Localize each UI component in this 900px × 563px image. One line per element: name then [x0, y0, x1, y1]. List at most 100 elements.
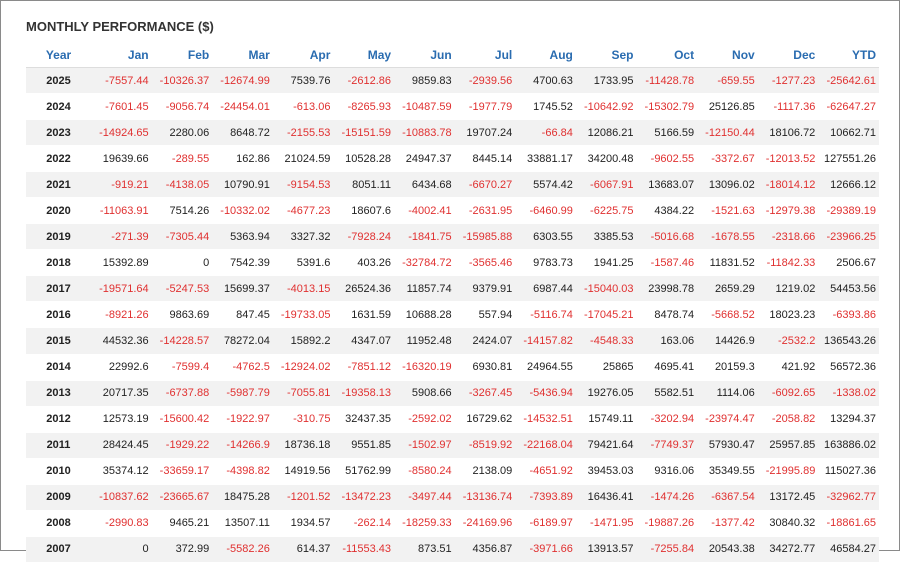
value-cell: -2318.66	[757, 223, 819, 251]
value-cell: -613.06	[272, 93, 334, 121]
table-row: 2021 -919.21 -4138.05 10790.91 -9154.53 8051.…	[26, 171, 879, 199]
value-cell: 35374.12	[91, 458, 152, 485]
value-cell: 0	[151, 249, 213, 277]
value-cell: 30840.32	[757, 510, 819, 537]
value-cell: -2631.95	[454, 197, 516, 225]
value-cell: -10642.92	[575, 93, 637, 121]
value-cell: -5436.94	[515, 380, 576, 407]
value-cell: -23974.47	[697, 406, 758, 433]
value-cell: -4548.33	[575, 327, 637, 355]
value-cell: 24947.37	[394, 145, 455, 173]
column-header: Feb	[151, 43, 213, 68]
value-cell: -13472.23	[333, 484, 395, 511]
value-cell: 5574.42	[515, 171, 576, 199]
value-cell: 5391.6	[272, 249, 334, 277]
value-cell: 7542.39	[212, 249, 273, 277]
value-cell: 10528.28	[333, 145, 395, 173]
value-cell: -14228.57	[151, 327, 213, 355]
value-cell: 163.06	[636, 327, 698, 355]
value-cell: -15600.42	[151, 406, 213, 433]
value-cell: 54453.56	[818, 275, 879, 303]
value-cell: -1277.23	[757, 67, 819, 95]
value-cell: -32784.72	[394, 249, 455, 277]
value-cell: -1377.42	[697, 510, 758, 537]
value-cell: -7393.89	[515, 484, 576, 511]
value-cell: -13136.74	[454, 484, 516, 511]
year-cell: 2025	[26, 67, 91, 95]
year-cell: 2024	[26, 93, 91, 121]
column-header: May	[333, 43, 395, 68]
value-cell: -10332.02	[212, 197, 273, 225]
table-row: 2011 28424.45 -1929.22 -14266.9 18736.18 9551…	[26, 432, 879, 459]
value-cell: 163886.02	[818, 432, 879, 459]
value-cell: -5582.26	[212, 536, 273, 563]
table-row: 2023 -14924.65 2280.06 8648.72 -2155.53 -1515…	[26, 119, 879, 147]
value-cell: -6460.99	[515, 197, 576, 225]
column-header: Nov	[697, 43, 758, 68]
value-cell: -7255.84	[636, 536, 698, 563]
title: MONTHLY PERFORMANCE ($)	[26, 19, 214, 34]
value-cell: -2612.86	[333, 67, 395, 95]
value-cell: 20717.35	[91, 380, 152, 407]
value-cell: 9859.83	[394, 67, 455, 95]
value-cell: 56572.36	[818, 354, 879, 381]
value-cell: -12013.52	[757, 145, 819, 173]
value-cell: 22992.6	[91, 354, 152, 381]
value-cell: -2592.02	[394, 406, 455, 433]
value-cell: 10790.91	[212, 171, 273, 199]
value-cell: -1841.75	[394, 223, 455, 251]
value-cell: -4398.82	[212, 458, 273, 485]
value-cell: -10487.59	[394, 93, 455, 121]
value-cell: -1587.46	[636, 249, 698, 277]
value-cell: -5668.52	[697, 301, 758, 329]
value-cell: -15302.79	[636, 93, 698, 121]
value-cell: 11952.48	[394, 327, 455, 355]
year-cell: 2015	[26, 327, 91, 355]
value-cell: 162.86	[212, 145, 273, 173]
column-header: Jun	[394, 43, 455, 68]
value-cell: 18023.23	[757, 301, 819, 329]
value-cell: 0	[91, 536, 152, 563]
value-cell: -33659.17	[151, 458, 213, 485]
table-row: 2018 15392.89 0 7542.39 5391.6 403.26 -32784.7…	[26, 249, 879, 277]
value-cell: -3497.44	[394, 484, 455, 511]
value-cell: 44532.36	[91, 327, 152, 355]
value-cell: 18106.72	[757, 119, 819, 147]
value-cell: -1338.02	[818, 380, 879, 407]
value-cell: 4356.87	[454, 536, 516, 563]
value-cell: -2939.56	[454, 67, 516, 95]
value-cell: 1114.06	[697, 380, 758, 407]
value-cell: 13507.11	[212, 510, 273, 537]
value-cell: 5908.66	[394, 380, 455, 407]
value-cell: 25865	[575, 354, 637, 381]
value-cell: -7305.44	[151, 223, 213, 251]
value-cell: -25642.61	[818, 67, 879, 95]
value-cell: 19639.66	[91, 145, 152, 173]
table-row: 2024 -7601.45 -9056.74 -24454.01 -613.06 -826…	[26, 93, 879, 121]
value-cell: -32962.77	[818, 484, 879, 511]
value-cell: 21024.59	[272, 145, 334, 173]
value-cell: 6434.68	[394, 171, 455, 199]
value-cell: 33881.17	[515, 145, 576, 173]
year-cell: 2013	[26, 380, 91, 407]
value-cell: -4138.05	[151, 171, 213, 199]
value-cell: 24964.55	[515, 354, 576, 381]
value-cell: -11842.33	[757, 249, 819, 277]
performance-table: Year Jan Feb Mar Apr May Jun Jul Aug Sep Oct Nov Dec…	[26, 43, 879, 563]
column-header: Oct	[636, 43, 698, 68]
value-cell: 13096.02	[697, 171, 758, 199]
value-cell: 13172.45	[757, 484, 819, 511]
value-cell: 1733.95	[575, 67, 637, 95]
value-cell: 115027.36	[818, 458, 879, 485]
value-cell: 1934.57	[272, 510, 334, 537]
value-cell: -271.39	[91, 223, 152, 251]
table-row: 2007 0 372.99 -5582.26 614.37 -11553.43 873.51…	[26, 536, 879, 563]
value-cell: -29389.19	[818, 197, 879, 225]
value-cell: -23665.67	[151, 484, 213, 511]
year-cell: 2009	[26, 484, 91, 511]
table-row: 2008 -2990.83 9465.21 13507.11 1934.57 -262.1…	[26, 510, 879, 537]
value-cell: -7055.81	[272, 380, 334, 407]
table-row: 2009 -10837.62 -23665.67 18475.28 -1201.52 -1…	[26, 484, 879, 511]
value-cell: -10883.78	[394, 119, 455, 147]
table-row: 2014 22992.6 -7599.4 -4762.5 -12924.02 -7851.…	[26, 354, 879, 381]
